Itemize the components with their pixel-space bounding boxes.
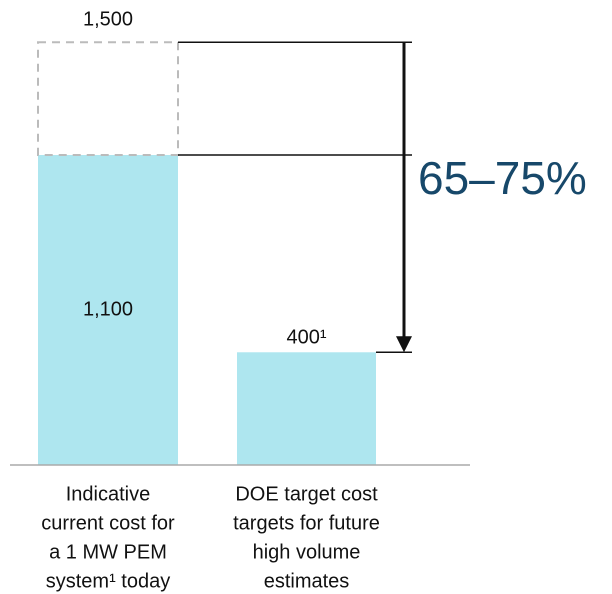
bar: [38, 155, 178, 465]
ghost-label: 1,500: [83, 9, 133, 31]
arrow-head: [396, 336, 412, 353]
x-tick-label: high volume: [253, 541, 361, 563]
annotation: 65–75%: [418, 152, 587, 204]
x-tick-label: targets for future: [233, 512, 380, 534]
value-label: 1,100: [83, 298, 133, 320]
x-tick-label: system¹ today: [46, 570, 170, 592]
x-tick-label: a 1 MW PEM: [49, 541, 167, 563]
value-label: 400¹: [286, 327, 326, 349]
x-tick-label: Indicative: [66, 483, 151, 505]
x-tick-label: DOE target cost: [235, 483, 378, 505]
x-tick-label: current cost for: [41, 512, 175, 534]
ghost-bar: [37, 41, 179, 156]
bar: [237, 352, 376, 465]
x-tick-label: estimates: [264, 570, 350, 592]
